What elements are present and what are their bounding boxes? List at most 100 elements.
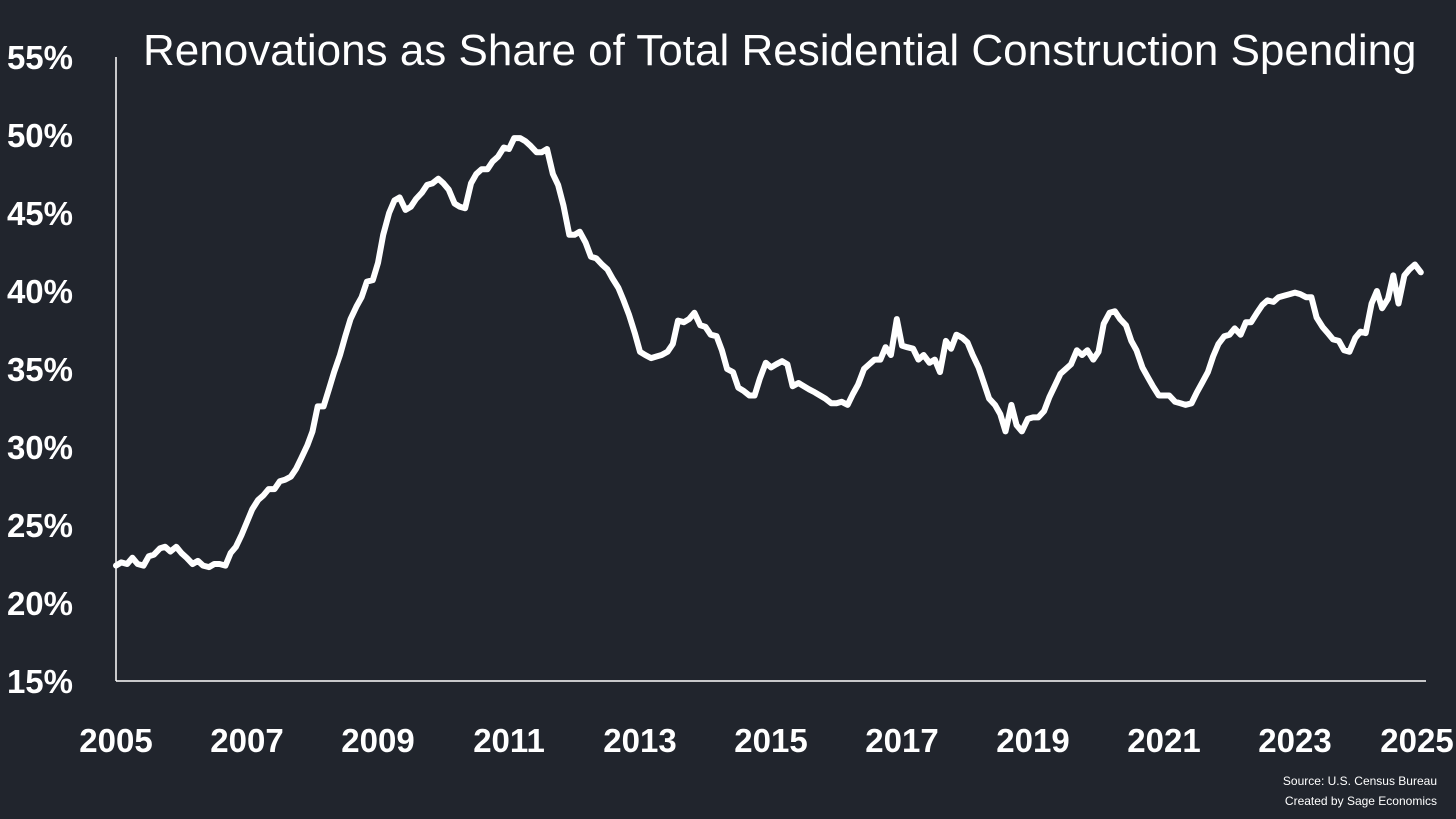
data-point xyxy=(1281,293,1287,299)
data-point xyxy=(1003,428,1008,434)
data-point xyxy=(228,550,234,556)
data-point xyxy=(1117,316,1123,322)
data-point xyxy=(206,564,212,570)
data-point xyxy=(1325,330,1331,336)
data-point xyxy=(1303,294,1309,300)
data-point xyxy=(741,388,746,394)
data-point xyxy=(391,198,397,203)
data-point xyxy=(419,190,425,196)
data-point xyxy=(883,344,889,350)
data-point xyxy=(424,182,430,188)
data-point xyxy=(1084,347,1090,353)
data-point xyxy=(1172,399,1178,405)
data-point xyxy=(1166,393,1172,398)
data-point xyxy=(244,519,250,525)
data-point xyxy=(604,266,610,272)
data-point xyxy=(293,466,299,472)
data-point xyxy=(304,442,310,448)
data-point xyxy=(1150,383,1156,389)
data-point xyxy=(342,333,348,339)
data-point xyxy=(1025,416,1031,422)
data-point xyxy=(1177,400,1183,406)
data-point xyxy=(872,357,877,363)
data-point xyxy=(195,558,201,564)
data-point xyxy=(1238,332,1244,338)
y-tick-label: 25% xyxy=(7,507,73,544)
data-point xyxy=(375,260,381,266)
data-point xyxy=(927,360,932,366)
data-point xyxy=(435,176,441,182)
data-point xyxy=(1194,389,1200,395)
data-point xyxy=(1123,322,1129,328)
data-point xyxy=(730,369,736,375)
data-point xyxy=(888,352,894,358)
data-point xyxy=(429,180,435,186)
data-point xyxy=(648,355,654,361)
data-point xyxy=(266,486,272,492)
data-point xyxy=(981,380,987,386)
data-point xyxy=(255,497,261,503)
data-point xyxy=(1308,294,1314,300)
data-point xyxy=(839,399,845,405)
data-point xyxy=(1068,361,1074,367)
data-point xyxy=(200,563,206,569)
data-point xyxy=(348,316,353,322)
x-tick-label: 2009 xyxy=(341,722,414,759)
y-tick-label: 40% xyxy=(7,273,73,310)
data-point xyxy=(260,492,266,498)
data-point xyxy=(642,352,648,358)
data-point xyxy=(703,324,708,330)
data-point xyxy=(801,383,807,389)
data-point xyxy=(288,474,294,480)
data-point xyxy=(1112,308,1118,314)
data-point xyxy=(135,561,141,567)
data-point xyxy=(1090,357,1096,363)
data-point xyxy=(211,561,217,567)
data-point xyxy=(757,375,763,381)
data-point xyxy=(746,393,752,398)
data-point xyxy=(1396,301,1401,306)
x-tick-label: 2023 xyxy=(1258,722,1331,759)
data-point xyxy=(1183,402,1189,408)
data-point xyxy=(222,563,228,569)
y-tick-label: 15% xyxy=(7,663,73,700)
data-point xyxy=(1330,336,1336,342)
data-point xyxy=(1385,296,1391,302)
x-tick-label: 2013 xyxy=(603,722,676,759)
data-point xyxy=(1107,310,1113,316)
data-point xyxy=(637,349,643,355)
data-point xyxy=(408,204,414,210)
data-point xyxy=(943,338,949,344)
data-point xyxy=(610,276,615,281)
data-point xyxy=(1363,330,1369,336)
x-tick-label: 2011 xyxy=(473,722,545,759)
data-point xyxy=(397,194,403,200)
data-point xyxy=(976,364,982,370)
data-point xyxy=(490,159,496,164)
data-point xyxy=(708,332,714,338)
data-point xyxy=(403,207,408,213)
data-point xyxy=(932,357,938,363)
data-point xyxy=(1297,291,1303,297)
x-tick-label: 2025 xyxy=(1380,722,1453,759)
data-point xyxy=(1189,400,1194,406)
data-point xyxy=(1210,354,1216,359)
data-point xyxy=(1161,393,1167,398)
data-point xyxy=(986,396,992,402)
data-point xyxy=(855,382,861,388)
x-tick-label: 2015 xyxy=(734,722,807,759)
data-point xyxy=(272,486,277,492)
data-point xyxy=(681,319,687,325)
data-point xyxy=(921,352,927,358)
data-point xyxy=(577,229,583,235)
data-point xyxy=(1074,347,1080,353)
data-point xyxy=(539,149,545,155)
data-point xyxy=(370,277,376,283)
data-point xyxy=(1232,325,1238,331)
data-point xyxy=(173,544,179,550)
data-point xyxy=(1243,319,1249,325)
data-point xyxy=(1259,302,1265,308)
data-point xyxy=(796,380,801,386)
data-point xyxy=(184,555,190,561)
data-point xyxy=(534,149,539,155)
